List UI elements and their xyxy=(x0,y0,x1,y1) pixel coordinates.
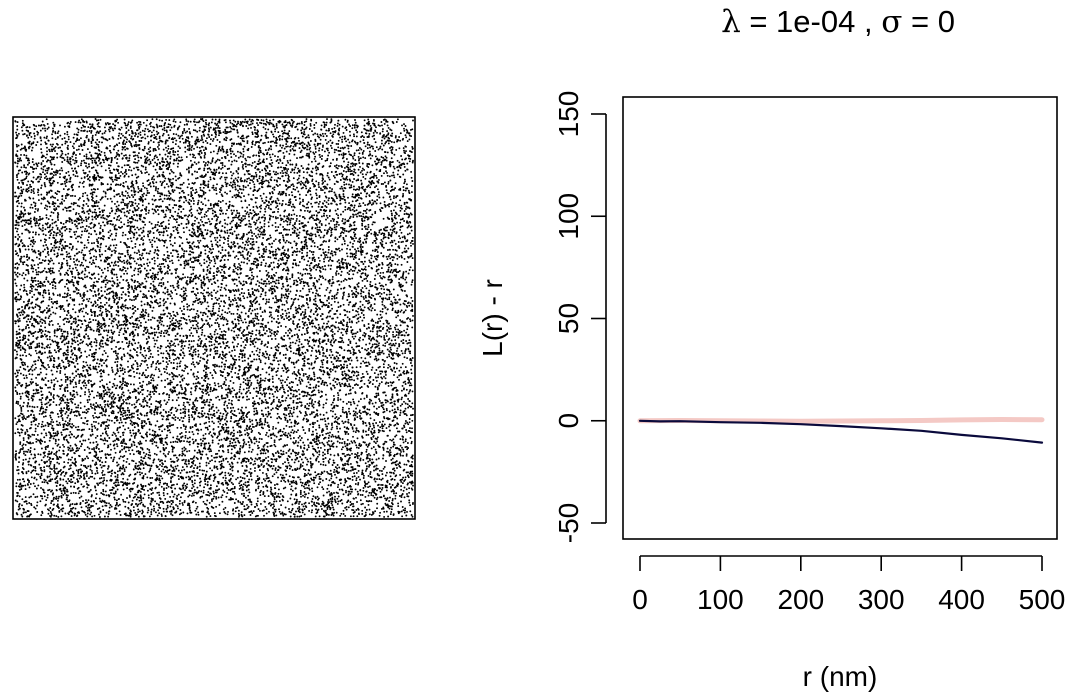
plot-box xyxy=(622,96,1058,540)
x-tick-label: 500 xyxy=(1019,584,1066,615)
y-tick-label: -50 xyxy=(553,503,584,543)
x-tick-label: 300 xyxy=(858,584,905,615)
l-function-panel: 0 100 200 300 400 500 -50 0 50 100 150 r (nm) L(r… xyxy=(477,91,1065,692)
series-line-navy xyxy=(638,419,1044,444)
y-tick-label: 150 xyxy=(553,91,584,138)
lambda-symbol: λ xyxy=(721,4,741,40)
series-layer xyxy=(637,417,1045,444)
sigma-symbol: σ xyxy=(881,4,902,40)
point-pattern-frame xyxy=(12,116,416,520)
x-tick-label: 0 xyxy=(632,584,648,615)
point-marks xyxy=(14,118,414,518)
sigma-value: = 0 xyxy=(902,4,955,39)
lambda-value: = 1e-04 , xyxy=(741,4,881,39)
point-pattern-panel xyxy=(12,116,416,520)
x-tick-label: 100 xyxy=(697,584,744,615)
y-tick-label: 0 xyxy=(553,413,584,429)
x-axis: 0 100 200 300 400 500 xyxy=(632,555,1066,615)
y-axis-label: L(r) - r xyxy=(477,279,508,357)
x-axis-label: r (nm) xyxy=(803,661,878,692)
chart-title: λ = 1e-04 , σ = 0 xyxy=(721,4,955,40)
y-tick-label: 100 xyxy=(553,193,584,240)
x-tick-label: 400 xyxy=(938,584,985,615)
point-pattern-points xyxy=(14,118,414,518)
x-tick-label: 200 xyxy=(777,584,824,615)
y-tick-label: 50 xyxy=(553,303,584,334)
y-axis: -50 0 50 100 150 xyxy=(553,91,607,543)
series-line-pink xyxy=(637,417,1045,424)
